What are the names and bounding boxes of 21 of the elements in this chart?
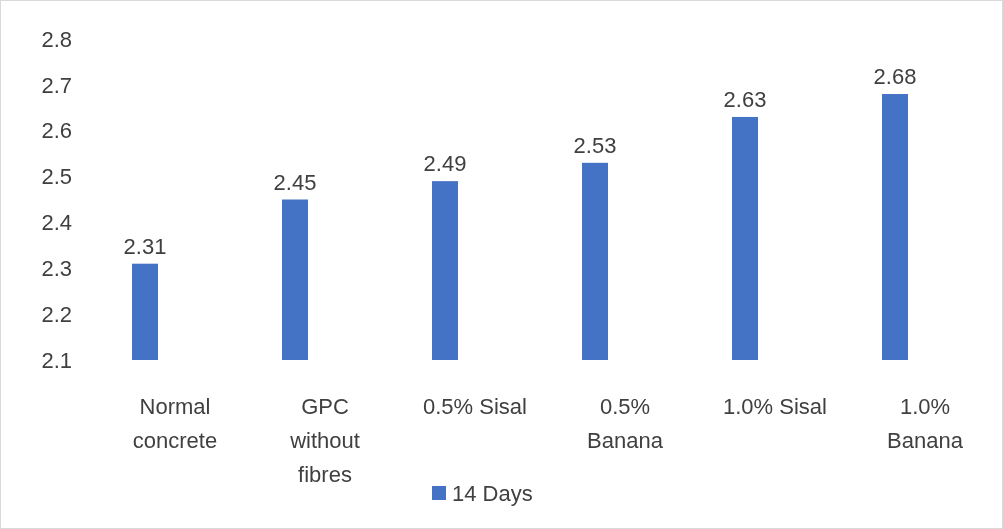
data-label: 2.31 <box>123 233 167 259</box>
y-tick-label: 2.5 <box>41 164 72 190</box>
data-label: 2.53 <box>573 132 617 158</box>
y-tick-label: 2.7 <box>41 72 72 98</box>
data-label: 2.49 <box>423 151 467 177</box>
data-label: 2.68 <box>873 64 917 90</box>
x-tick-label: GPC without fibres <box>289 394 360 487</box>
legend-label: 14 Days <box>452 480 533 506</box>
x-tick-label: 0.5% Banana <box>587 394 664 453</box>
x-tick-label: 1.0% Banana <box>887 394 964 453</box>
y-tick-label: 2.4 <box>41 210 72 236</box>
y-tick-label: 2.6 <box>41 118 72 144</box>
x-tick-label: 1.0% Sisal <box>723 394 827 419</box>
x-tick-label: 0.5% Sisal <box>423 394 527 419</box>
x-tick-label: Normal concrete <box>132 394 218 453</box>
y-tick-label: 2.3 <box>41 255 72 281</box>
y-tick-label: 2.2 <box>41 301 72 327</box>
data-label: 2.45 <box>273 169 317 195</box>
y-tick-label: 2.1 <box>41 347 72 373</box>
data-label: 2.63 <box>723 86 767 112</box>
y-tick-label: 2.8 <box>41 26 72 52</box>
